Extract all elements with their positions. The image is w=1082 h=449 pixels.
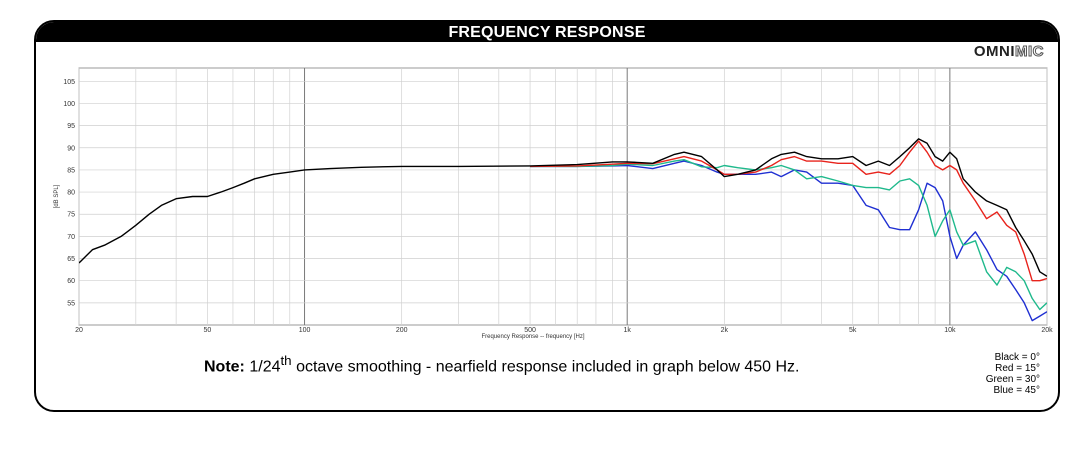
note-text-b: octave smoothing - nearfield response in… [296, 358, 800, 376]
smoothing-note: Note: 1/24th octave smoothing - nearfiel… [204, 353, 799, 376]
legend-entry-green: Green = 30° [985, 374, 1040, 385]
frequency-response-chart: 55 60 65 70 75 80 85 90 95 100 105 20 50 100 200 500 1k 2… [54, 67, 1053, 340]
frequency-response-panel: FREQUENCY RESPONSE OMNIMIC 55 60 65 70 75 80 8… [34, 20, 1060, 412]
x-tick-label: 200 [396, 327, 408, 334]
y-tick-label: 100 [63, 101, 75, 108]
x-axis-label: Frequency Response -- frequency [Hz] [481, 334, 584, 340]
y-tick-label: 95 [67, 123, 75, 130]
x-tick-label: 20 [75, 327, 83, 334]
x-tick-label: 50 [204, 327, 212, 334]
series-line-30deg [530, 159, 1047, 311]
plot-area [78, 67, 1048, 326]
y-tick-label: 75 [67, 212, 75, 219]
y-tick-label: 60 [67, 278, 75, 285]
legend-entry-blue: Blue = 45° [993, 385, 1040, 396]
omnimic-logo: OMNIMIC [973, 43, 1044, 61]
y-tick-label: 55 [67, 300, 75, 307]
x-tick-label: 500 [524, 327, 536, 334]
x-tick-label: 20k [1041, 327, 1053, 334]
note-text-a: 1/24 [249, 358, 281, 376]
x-tick-label: 10k [944, 327, 956, 334]
legend-entry-red: Red = 15° [995, 363, 1040, 374]
x-tick-label: 2k [721, 327, 729, 334]
legend-entry-black: Black = 0° [994, 352, 1040, 363]
x-tick-label: 1k [623, 327, 631, 334]
y-tick-label: 80 [67, 190, 75, 197]
legend: Black = 0° Red = 15° Green = 30° Blue = … [986, 352, 1040, 396]
x-tick-label: 5k [849, 327, 857, 334]
x-tick-label: 100 [299, 327, 311, 334]
y-tick-label: 85 [67, 167, 75, 174]
series-line-15deg [530, 140, 1047, 282]
y-tick-label: 70 [67, 234, 75, 241]
note-superscript: th [280, 353, 292, 368]
y-axis-label: [dB SPL] [54, 184, 60, 208]
y-tick-label: 65 [67, 256, 75, 263]
y-tick-label: 105 [63, 79, 75, 86]
note-label: Note: [204, 358, 245, 376]
series-line-0deg [79, 138, 1047, 277]
chart-title: FREQUENCY RESPONSE [36, 22, 1058, 42]
y-tick-label: 90 [67, 145, 75, 152]
